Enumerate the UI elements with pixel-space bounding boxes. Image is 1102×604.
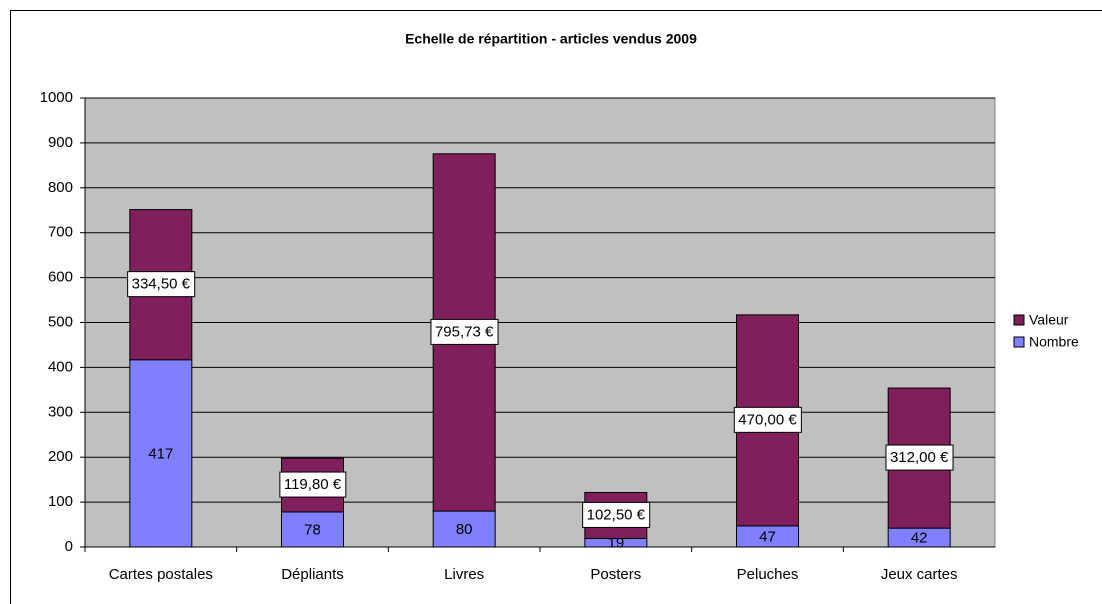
data-label-box [127,271,196,298]
data-label: 470,00 € [738,411,797,428]
data-label: 47 [759,528,776,545]
data-label: 795,73 € [435,323,494,340]
chart-title: Echelle de répartition - articles vendus… [405,31,697,47]
data-label-box [430,318,499,345]
legend-swatch [1013,314,1025,326]
y-tick-label: 700 [48,224,73,241]
x-tick-label: Dépliants [281,566,344,583]
y-tick-label: 200 [48,448,73,465]
data-label-box [733,406,802,433]
legend-swatch [1013,336,1025,348]
y-tick-label: 400 [48,358,73,375]
bar-segment [281,511,344,548]
legend-label: Valeur [1029,312,1069,328]
data-label-box [279,471,347,498]
y-tick-label: 0 [65,538,73,555]
bar-segment [129,359,193,548]
data-label: 417 [148,445,173,462]
data-label: 80 [456,521,473,538]
x-tick-label: Livres [444,566,484,583]
y-tick-label: 900 [48,134,73,151]
data-label: 312,00 € [890,449,949,466]
x-tick-label: Peluches [737,566,799,583]
data-label-box [582,501,651,528]
legend-label: Nombre [1029,334,1079,350]
y-tick-label: 800 [48,179,73,196]
data-label: 102,50 € [587,506,646,523]
y-tick-label: 300 [48,403,73,420]
data-label: 119,80 € [284,476,342,493]
data-label: 78 [304,521,321,538]
data-label: 334,50 € [132,276,191,293]
x-tick-label: Cartes postales [109,566,213,583]
y-tick-label: 100 [48,493,73,510]
data-label: 42 [911,530,928,547]
x-tick-label: Jeux cartes [881,566,958,583]
data-label-box [885,444,954,471]
y-tick-label: 500 [48,313,73,330]
y-tick-label: 600 [48,269,73,286]
y-tick-label: 1000 [40,89,73,106]
x-tick-label: Posters [590,566,641,583]
